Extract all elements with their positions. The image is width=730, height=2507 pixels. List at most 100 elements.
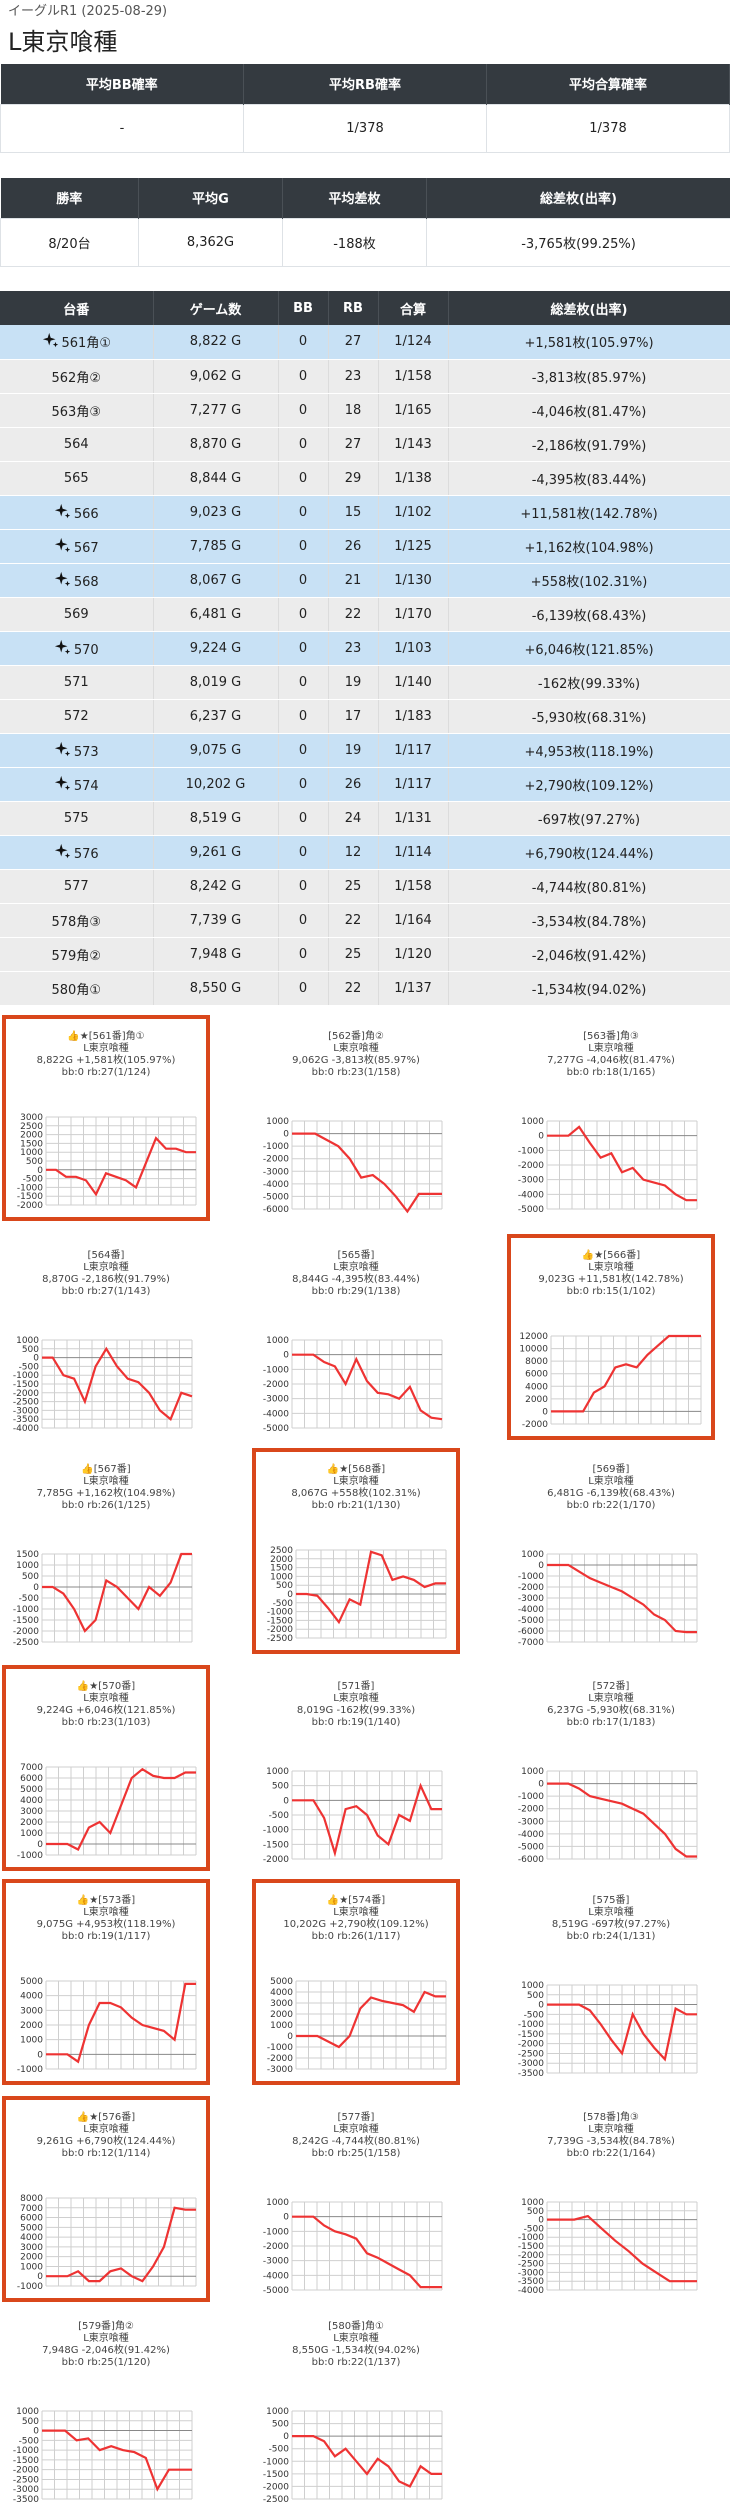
cell-text: 27 [344, 436, 362, 452]
y-tick-label: -4000 [518, 2286, 544, 2296]
graph-card[interactable]: [580番]角① L東京喰種 8,550G -1,534枚(94.02%) bb:0 … [252, 2305, 460, 2507]
cell-text: 567 [73, 540, 99, 556]
y-tick-label: -3000 [263, 2257, 289, 2267]
slump-graph: 1000 0 -1000 -2000 -3000 -4000 -5000 -6000 [263, 1117, 443, 1215]
table-row[interactable]: 567 7,785 G 0 26 1/125 +1,162枚(104.98%) [0, 529, 730, 564]
graph-label: [569番] L東京喰種 6,481G -6,139枚(68.43%) bb:0 rb… [507, 1464, 715, 1512]
y-tick-label: -3500 [518, 2069, 544, 2079]
cell-games: 9,023 G [153, 495, 279, 530]
cell-comb: 1/130 [378, 563, 449, 598]
cell-games: 9,224 G [153, 631, 279, 666]
graph-card[interactable]: [564番] L東京喰種 8,870G -2,186枚(91.79%) bb:0 rb… [2, 1234, 210, 1440]
graph-label-line2: L東京喰種 [588, 1907, 634, 1918]
cell-diff: +2,790枚(109.12%) [448, 767, 730, 802]
cell: 8/20台 [0, 217, 139, 267]
y-tick-label: -3000 [518, 1594, 544, 1604]
graph-card[interactable]: [572番] L東京喰種 6,237G -5,930枚(68.31%) bb:0 rb… [507, 1665, 715, 1871]
table-row[interactable]: 575 8,519 G 0 24 1/131 -697枚(97.27%) [0, 801, 730, 836]
difference-line [547, 1782, 697, 1858]
col-header: 勝率 [0, 178, 139, 218]
cell-text: 0 [298, 980, 308, 996]
cell-no: 562角② [0, 359, 154, 394]
cell-diff: -5,930枚(68.31%) [448, 699, 730, 734]
cell-bb: 0 [278, 597, 329, 632]
y-tick-label: 0 [37, 1840, 43, 1850]
cell-text: 23 [344, 368, 362, 384]
table-row[interactable]: 563角③ 7,277 G 0 18 1/165 -4,046枚(81.47%) [0, 393, 730, 428]
slump-graph: 10005000-500-1000-1500-2000-2500-3000-35… [13, 2407, 193, 2505]
graph-card[interactable]: [565番] L東京喰種 8,844G -4,395枚(83.44%) bb:0 rb… [252, 1234, 460, 1440]
table-row[interactable]: 569 6,481 G 0 22 1/170 -6,139枚(68.43%) [0, 597, 730, 632]
graph-label-line1: [569番] [592, 1464, 630, 1475]
cell-bb: 0 [278, 801, 329, 836]
y-tick-label: -3500 [13, 1415, 39, 1425]
table-row[interactable]: 562角② 9,062 G 0 23 1/158 -3,813枚(85.97%) [0, 359, 730, 394]
graph-card[interactable]: [562番]角② L東京喰種 9,062G -3,813枚(85.97%) bb:0 … [252, 1015, 460, 1221]
table-row[interactable]: 564 8,870 G 0 27 1/143 -2,186枚(91.79%) [0, 427, 730, 462]
y-tick-label: -5000 [263, 1192, 289, 1202]
table-row[interactable]: 570 9,224 G 0 23 1/103 +6,046枚(121.85%) [0, 631, 730, 666]
graph-card[interactable]: [569番] L東京喰種 6,481G -6,139枚(68.43%) bb:0 rb… [507, 1448, 715, 1654]
graph-card[interactable]: 👍★[561番]角① L東京喰種 8,822G +1,581枚(105.97%) bb… [2, 1015, 210, 1221]
table-row[interactable]: 568 8,067 G 0 21 1/130 +558枚(102.31%) [0, 563, 730, 598]
table-row[interactable]: 580角① 8,550 G 0 22 1/137 -1,534枚(94.02%) [0, 971, 730, 1006]
graph-card[interactable]: 👍★[574番] L東京喰種 10,202G +2,790枚(109.12%) bb:… [252, 1879, 460, 2085]
graph-card[interactable]: [563番]角③ L東京喰種 7,277G -4,046枚(81.47%) bb:0 … [507, 1015, 715, 1221]
y-tick-label: 0 [287, 1590, 293, 1600]
y-tick-label: 500 [22, 1572, 39, 1582]
graph-card[interactable]: [577番] L東京喰種 8,242G -4,744枚(80.81%) bb:0 rb… [252, 2096, 460, 2302]
graph-card[interactable]: 👍★[568番] L東京喰種 8,067G +558枚(102.31%) bb:0 r… [252, 1448, 460, 1654]
table-row[interactable]: 576 9,261 G 0 12 1/114 +6,790枚(124.44%) [0, 835, 730, 870]
cell-text: +6,790枚(124.44%) [524, 846, 654, 862]
graph-label-line3: 8,242G -4,744枚(80.81%) [292, 2136, 420, 2147]
graph-card[interactable]: [578番]角③ L東京喰種 7,739G -3,534枚(84.78%) bb:0 … [507, 2096, 715, 2302]
y-tick-label: -2000 [263, 1155, 289, 1165]
table-row[interactable]: 579角② 7,948 G 0 25 1/120 -2,046枚(91.42%) [0, 937, 730, 972]
y-tick-label: -1000 [518, 2233, 544, 2243]
y-tick-label: 1000 [16, 1561, 39, 1571]
graph-card[interactable]: [571番] L東京喰種 8,019G -162枚(99.33%) bb:0 rb:1… [252, 1665, 460, 1871]
table-row[interactable]: 577 8,242 G 0 25 1/158 -4,744枚(80.81%) [0, 869, 730, 904]
y-tick-label: 500 [276, 1581, 293, 1591]
graph-card[interactable]: 👍★[566番] L東京喰種 9,023G +11,581枚(142.78%) bb:… [507, 1234, 715, 1440]
y-tick-label: 5000 [20, 1785, 43, 1795]
graph-label: [571番] L東京喰種 8,019G -162枚(99.33%) bb:0 rb:1… [252, 1681, 460, 1729]
y-tick-label: -2000 [522, 1420, 548, 1430]
graph-card[interactable]: [579番]角② L東京喰種 7,948G -2,046枚(91.42%) bb:0 … [2, 2305, 210, 2507]
y-tick-label: -1500 [263, 1840, 289, 1850]
y-tick-label: 3000 [270, 1999, 293, 2009]
cell-no: 568 [0, 563, 154, 598]
graph-label-line4: bb:0 rb:26(1/117) [311, 1931, 401, 1942]
table-row[interactable]: 571 8,019 G 0 19 1/140 -162枚(99.33%) [0, 665, 730, 700]
graph-label-line1: 👍[567番] [81, 1464, 131, 1475]
cell-rb: 22 [328, 597, 379, 632]
graph-card[interactable]: 👍★[573番] L東京喰種 9,075G +4,953枚(118.19%) bb:0… [2, 1879, 210, 2085]
graph-label-line4: bb:0 rb:12(1/114) [61, 2148, 151, 2159]
cell-text: 0 [298, 470, 308, 486]
y-tick-label: -2000 [518, 1805, 544, 1815]
table-row[interactable]: 578角③ 7,739 G 0 22 1/164 -3,534枚(84.78%) [0, 903, 730, 938]
graph-label-line2: L東京喰種 [333, 2124, 379, 2135]
graph-label-line1: [572番] [592, 1681, 630, 1692]
table-row[interactable]: 573 9,075 G 0 19 1/117 +4,953枚(118.19%) [0, 733, 730, 768]
graph-card[interactable]: [575番] L東京喰種 8,519G -697枚(97.27%) bb:0 rb:2… [507, 1879, 715, 2085]
table-row[interactable]: 561角① 8,822 G 0 27 1/124 +1,581枚(105.97%) [0, 325, 730, 360]
table-row[interactable]: 572 6,237 G 0 17 1/183 -5,930枚(68.31%) [0, 699, 730, 734]
cell-games: 9,075 G [153, 733, 279, 768]
graph-card[interactable]: 👍★[570番] L東京喰種 9,224G +6,046枚(121.85%) bb:0… [2, 1665, 210, 1871]
sparkle-icon [54, 843, 71, 858]
y-tick-label: -1000 [13, 2446, 39, 2456]
difference-line [296, 1550, 446, 1625]
table-row[interactable]: 566 9,023 G 0 15 1/102 +11,581枚(142.78%) [0, 495, 730, 530]
cell-text: 1/170 [394, 606, 432, 622]
table-row[interactable]: 574 10,202 G 0 26 1/117 +2,790枚(109.12%) [0, 767, 730, 802]
table-row[interactable]: 565 8,844 G 0 29 1/138 -4,395枚(83.44%) [0, 461, 730, 496]
cell-rb: 18 [328, 393, 379, 428]
graph-card[interactable]: 👍★[576番] L東京喰種 9,261G +6,790枚(124.44%) bb:0… [2, 2096, 210, 2302]
graph-card[interactable]: 👍[567番] L東京喰種 7,785G +1,162枚(104.98%) bb:0 … [2, 1448, 210, 1654]
graph-label-line1: [575番] [592, 1895, 630, 1906]
difference-line [547, 2214, 697, 2283]
cell-comb: 1/124 [378, 325, 449, 360]
cell-text: 0 [298, 878, 308, 894]
graph-label-line2: L東京喰種 [588, 1262, 634, 1273]
